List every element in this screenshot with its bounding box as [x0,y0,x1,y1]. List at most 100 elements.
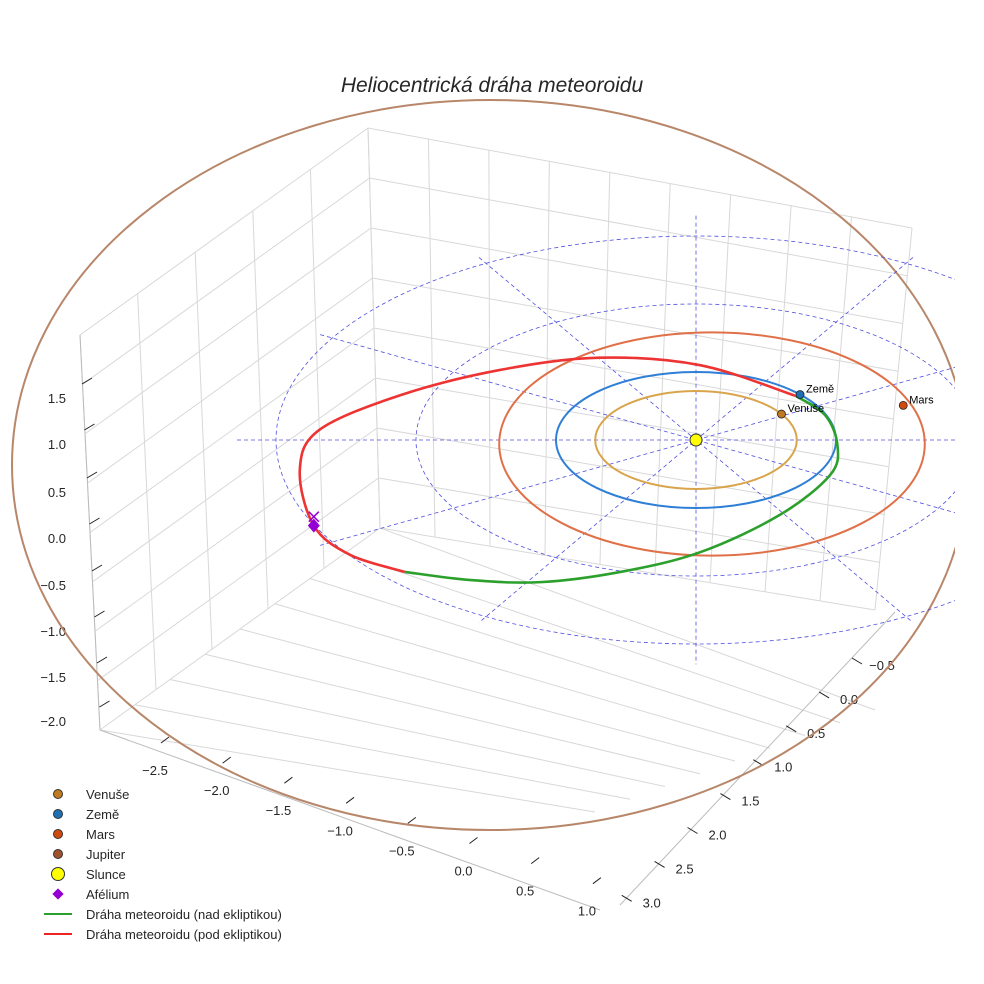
z-tick [81,377,93,385]
z-tick [86,471,98,479]
meteoroid-path-above [404,394,840,584]
floor-gridline [344,552,841,724]
x-tick [530,857,540,864]
aphelion-x-marker [308,511,320,523]
legend-marker-circle-icon [38,849,78,859]
z-tick [94,610,105,618]
z-tick-label: 0.0 [48,531,66,546]
floor-gridline [379,527,876,711]
z-axis-line [79,334,101,731]
x-tick-label: 1.0 [578,904,596,919]
legend-label: Země [86,806,120,822]
x-tick-label: −1.5 [266,803,292,818]
horizontal-gridline [84,227,903,435]
legend-label: Dráha meteoroidu (nad ekliptikou) [86,906,282,922]
chart-title: Heliocentrická dráha meteoroidu [340,74,644,97]
z-tick-label: −1.0 [40,624,66,639]
x-tick [284,776,293,784]
legend-marker-circle-icon [38,829,78,839]
x-tick-label: −0.5 [389,843,415,858]
legend-label: Mars [86,826,115,842]
y-tick [818,691,830,699]
legend-item: Afélium [38,884,282,904]
horizontal-gridline [89,327,894,533]
y-tick-label: 1.5 [741,794,759,809]
x-tick-label: 0.0 [454,864,472,879]
horizontal-gridline [99,527,876,731]
x-tick-label: −2.0 [204,783,230,798]
legend-marker-circle-icon [38,809,78,819]
y-tick [720,793,731,801]
horizontal-gridline [82,177,908,385]
z-tick [89,517,100,525]
y-tick [851,657,863,665]
planet-mars [898,400,908,410]
legend-item: Dráha meteoroidu (pod ekliptikou) [38,924,282,944]
legend: Venuše Země Mars Jupiter Slunce Afélium Dráha … [38,784,282,944]
jupiter-orbit [11,99,955,831]
z-tick-label: 1.0 [48,437,66,452]
x-tick [592,877,602,885]
x-tick [407,817,417,824]
orbit-venuše [594,390,798,490]
y-tick [654,860,665,868]
legend-label: Venuše [86,786,130,802]
aphelion-marker [307,518,320,533]
orbit-mars [498,331,926,557]
horizontal-gridline [94,427,885,632]
x-tick [222,756,231,764]
planet-země [795,390,805,399]
planet-label: Země [806,383,834,395]
legend-marker-circle-icon [38,789,78,799]
legend-item: Dráha meteoroidu (nad ekliptikou) [38,904,282,924]
x-tick [345,796,355,804]
legend-item: Venuše [38,784,282,804]
meteoroid-path-below [298,356,796,574]
y-tick [687,827,698,834]
y-tick-label: 2.0 [708,828,726,843]
legend-label: Jupiter [86,846,126,862]
x-tick-label: −1.0 [327,823,353,838]
horizontal-gridline [79,127,913,336]
floor-gridline [274,603,771,749]
horizontal-gridline [92,377,889,583]
legend-marker-line-icon [38,913,78,915]
sun-marker [689,433,703,447]
y-tick-label: 1.0 [774,760,792,775]
plot-content: Venuše Země Mars [11,99,955,831]
floor-gridline [169,679,666,787]
legend-item: Slunce [38,864,282,884]
floor-gridline [204,653,701,775]
x-axis-line [99,729,601,911]
x-tick-label: 0.5 [516,884,534,899]
z-tick-label: 1.5 [48,391,66,406]
legend-item: Země [38,804,282,824]
pane-grid [79,127,913,813]
legend-item: Mars [38,824,282,844]
horizontal-gridline [87,277,899,484]
y-tick [621,894,632,902]
y-tick-label: −0.5 [869,658,895,673]
z-tick [91,564,103,572]
planet-label: Mars [909,394,934,406]
z-tick-label: 0.5 [48,485,66,500]
legend-marker-diamond-icon [38,888,78,900]
y-tick-label: 2.5 [676,861,694,876]
planet-label: Venuše [787,403,824,415]
horizontal-gridline [97,477,880,682]
legend-marker-circle-large-icon [38,867,78,881]
y-tick [785,725,797,733]
floor-gridline [309,578,806,736]
x-tick-label: −2.5 [142,763,168,778]
floor-gridline [134,704,631,800]
legend-label: Afélium [86,886,130,902]
legend-item: Jupiter [38,844,282,864]
y-axis-line [619,611,896,906]
z-tick-label: −1.5 [40,670,66,685]
z-tick [96,656,108,664]
z-tick [84,423,95,431]
planet-venuše [777,409,786,419]
x-tick [469,837,478,844]
z-tick [99,700,110,708]
